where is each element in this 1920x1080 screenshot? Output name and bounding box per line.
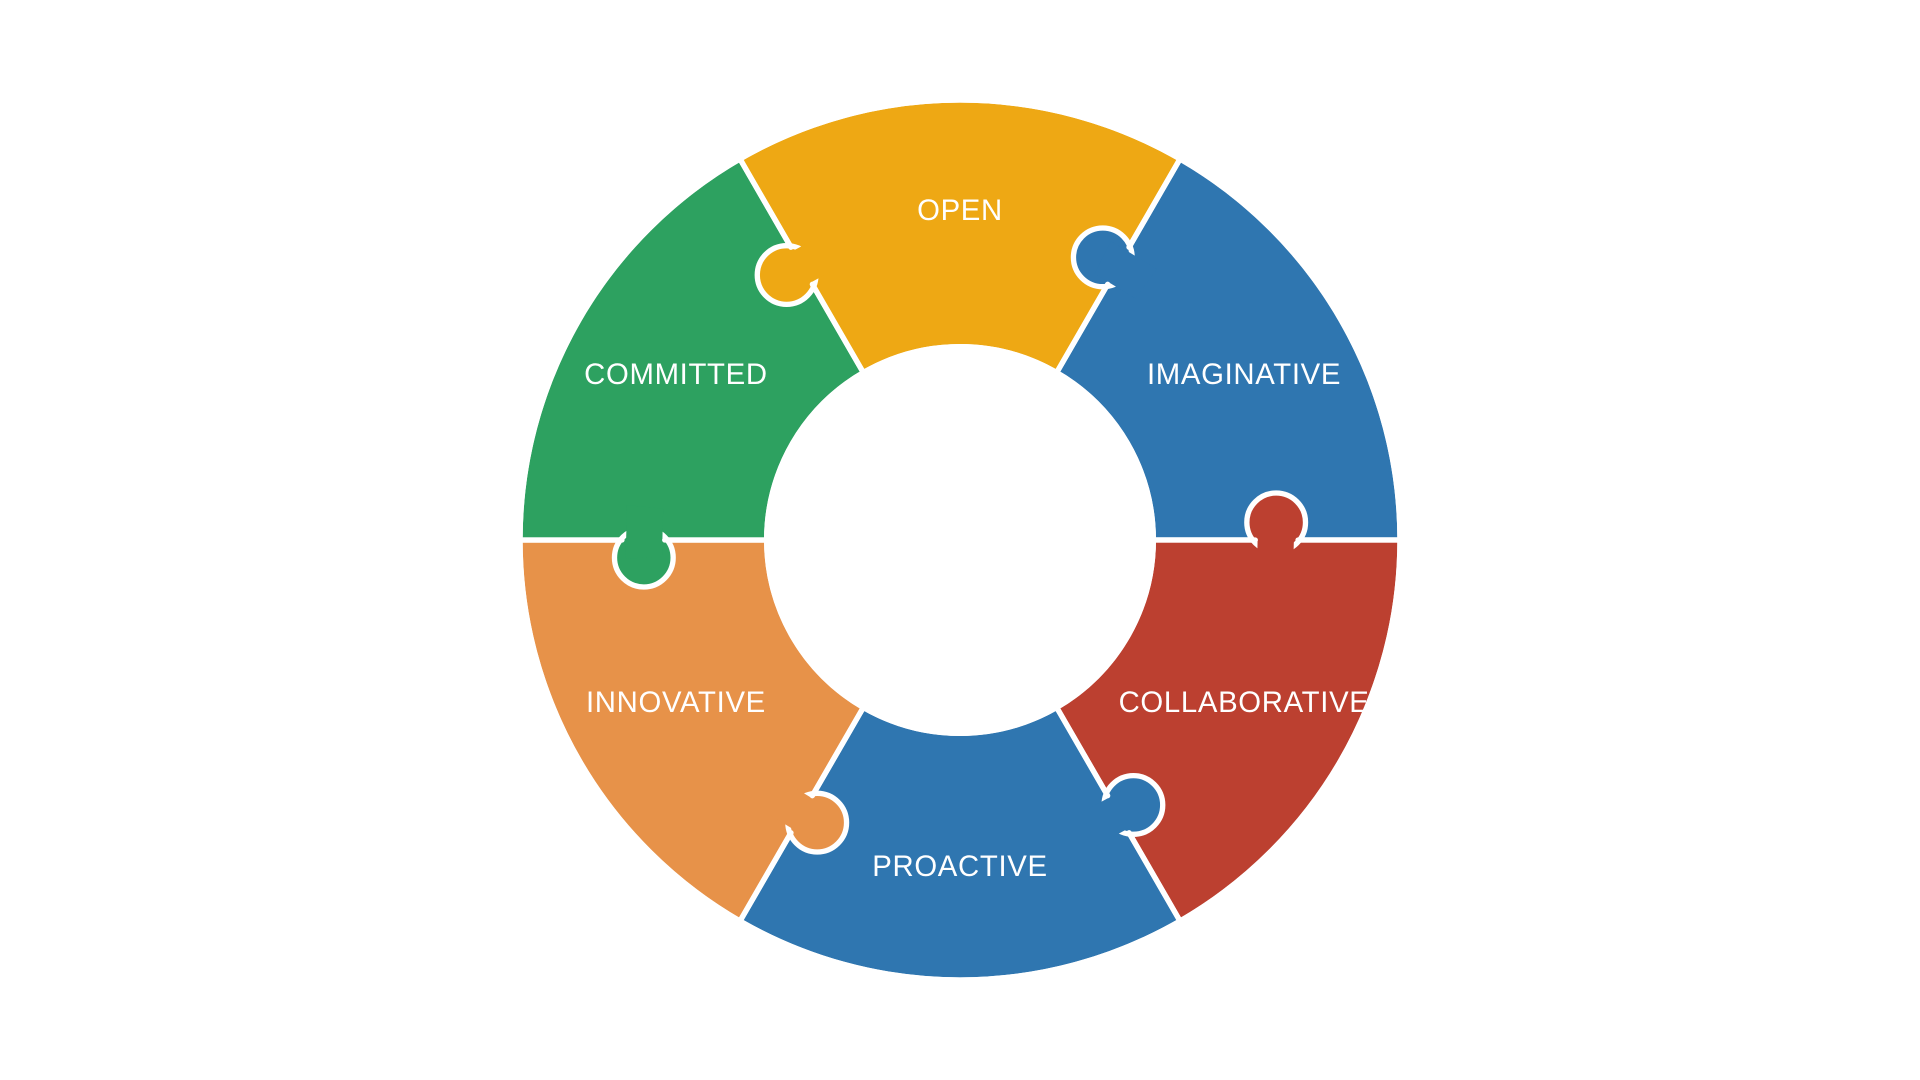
donut-hole [769, 349, 1150, 730]
segment-label: OPEN [917, 194, 1003, 227]
segment-label: IMAGINATIVE [1147, 358, 1341, 391]
segment-label: COMMITTED [584, 358, 768, 391]
segment-label: COLLABORATIVE [1119, 686, 1370, 719]
puzzle-tab-neck [1257, 521, 1294, 575]
segment-label: INNOVATIVE [586, 686, 766, 719]
puzzle-tab-neck [626, 505, 663, 559]
segment-label: PROACTIVE [872, 850, 1047, 883]
values-donut-diagram: IMAGINATIVE COLLABORATIVE PROACTIVE INNOVAT… [0, 0, 1920, 1080]
